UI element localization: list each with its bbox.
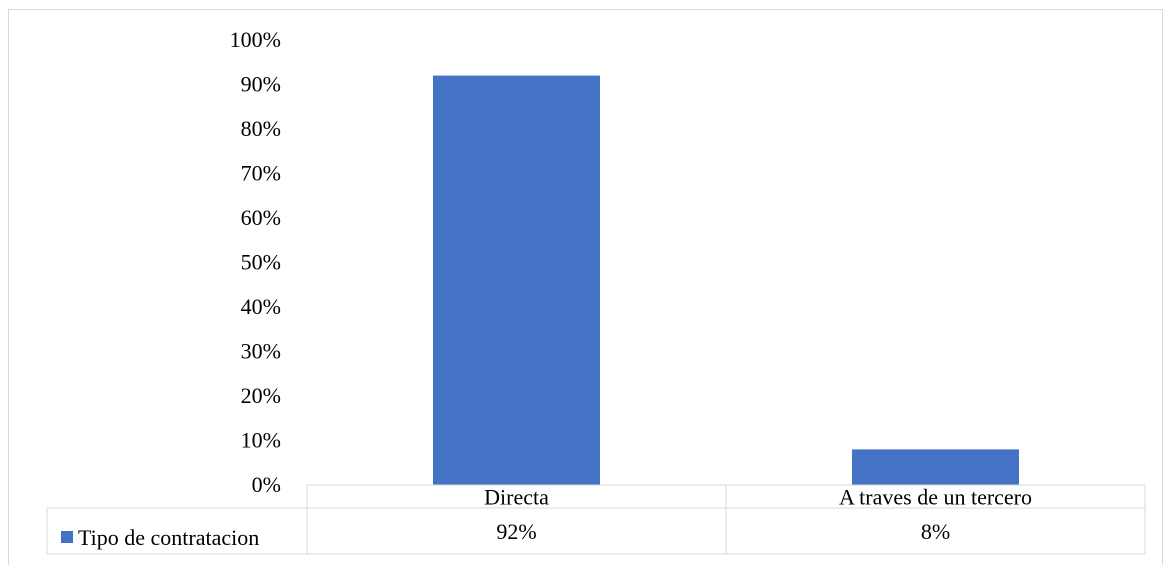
y-axis-tick-labels: 0% 10% 20% 30% 40% 50% 60% 70% 80% 90% 100% (230, 27, 281, 497)
y-tick-label: 40% (241, 294, 281, 319)
bar (433, 75, 600, 485)
y-tick-label: 100% (230, 27, 281, 52)
y-tick-label: 50% (241, 250, 281, 275)
bars (433, 75, 1019, 485)
chart-frame (8, 9, 1163, 565)
category-labels: Directa A traves de un tercero (484, 485, 1032, 510)
y-tick-label: 10% (241, 428, 281, 453)
data-table-grid (46, 484, 1146, 555)
y-tick-label: 90% (241, 72, 281, 97)
x-category-label: Directa (484, 485, 549, 510)
data-table: Tipo de contratacion Directa A traves de … (46, 484, 1146, 555)
y-tick-label: 60% (241, 205, 281, 230)
legend-series-label: Tipo de contratacion (78, 525, 259, 550)
y-tick-label: 80% (241, 116, 281, 141)
legend-swatch-icon (61, 531, 73, 543)
data-table-value: 92% (496, 519, 536, 544)
x-category-label: A traves de un tercero (839, 485, 1032, 510)
data-table-value: 8% (921, 519, 950, 544)
legend-key: Tipo de contratacion (61, 525, 259, 550)
y-tick-label: 70% (241, 161, 281, 186)
y-tick-label: 20% (241, 383, 281, 408)
bar (852, 449, 1019, 485)
value-labels: 92% 8% (496, 519, 950, 544)
y-tick-label: 30% (241, 339, 281, 364)
y-tick-label: 0% (252, 472, 281, 497)
